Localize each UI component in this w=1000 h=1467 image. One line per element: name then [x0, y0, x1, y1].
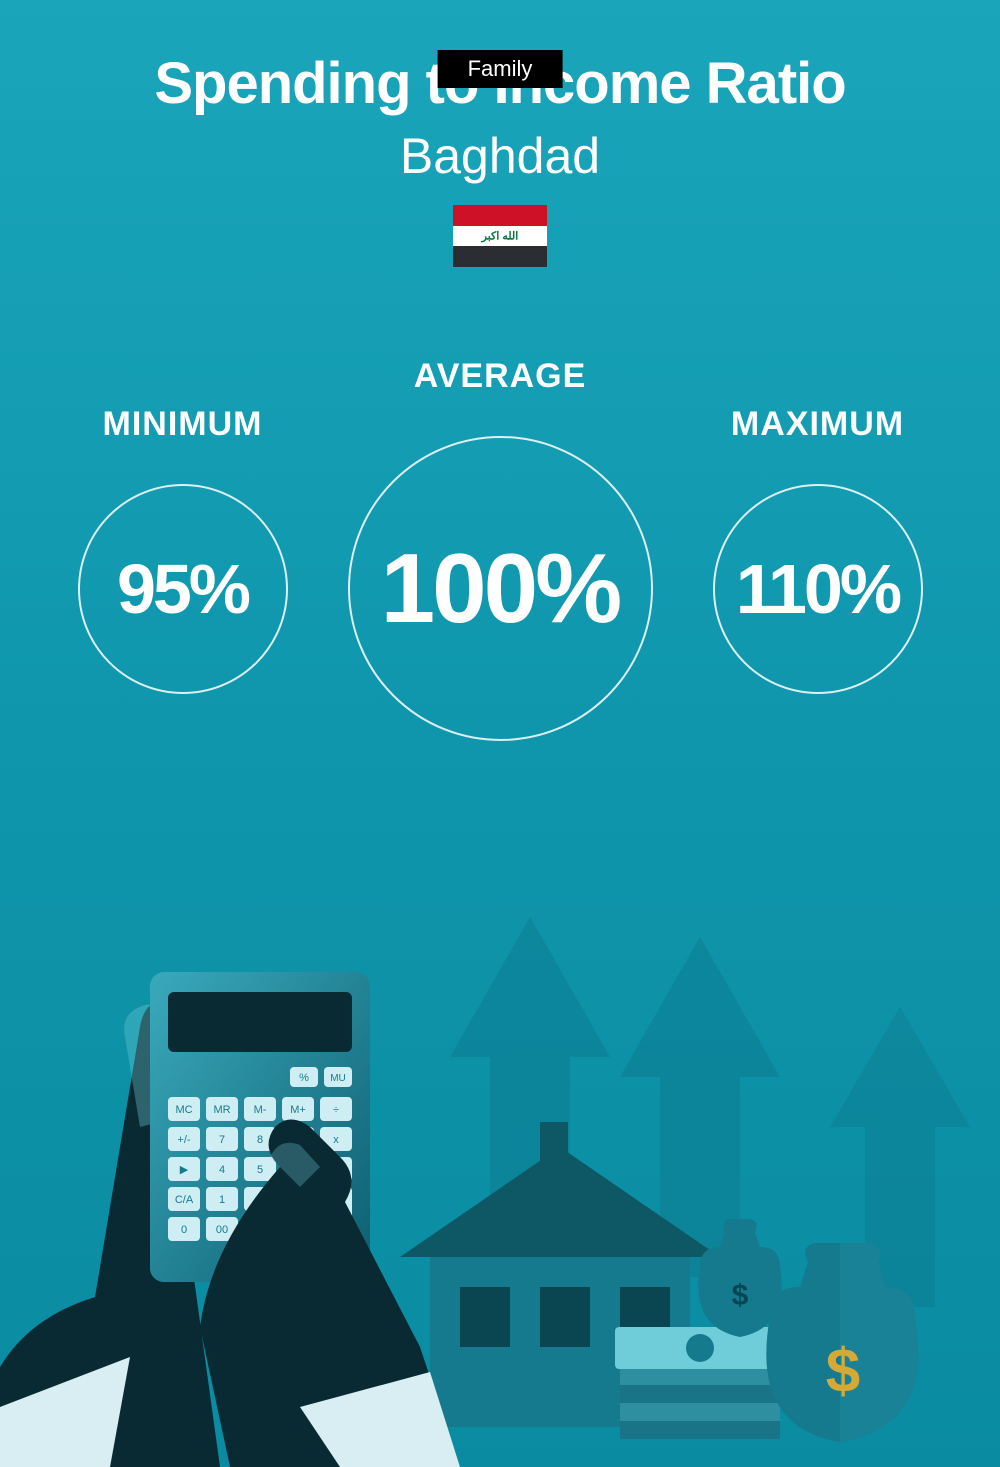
stat-maximum: MAXIMUM 110%	[713, 405, 923, 694]
svg-text:%: %	[299, 1072, 309, 1084]
svg-text:0: 0	[181, 1224, 187, 1236]
stat-minimum-circle: 95%	[78, 484, 288, 694]
flag-stripe-red	[453, 205, 547, 226]
svg-text:C/A: C/A	[175, 1194, 194, 1206]
page-subtitle: Baghdad	[0, 127, 1000, 185]
stat-minimum: MINIMUM 95%	[78, 405, 288, 694]
stat-minimum-label: MINIMUM	[103, 405, 263, 444]
svg-text:1: 1	[219, 1194, 225, 1206]
svg-text:M+: M+	[290, 1104, 306, 1116]
svg-text:7: 7	[219, 1134, 225, 1146]
iraq-flag-icon: الله اكبر	[453, 205, 547, 267]
category-tag: Family	[438, 50, 563, 88]
stat-minimum-value: 95%	[117, 549, 248, 629]
stat-average-label: AVERAGE	[414, 357, 587, 396]
stat-maximum-label: MAXIMUM	[731, 405, 904, 444]
svg-text:$: $	[826, 1337, 860, 1406]
svg-text:▶: ▶	[180, 1164, 189, 1176]
flag-stripe-black	[453, 246, 547, 267]
flag-arabic-text: الله اكبر	[482, 229, 519, 242]
stat-maximum-circle: 110%	[713, 484, 923, 694]
stat-average: AVERAGE 100%	[348, 357, 653, 741]
svg-text:MR: MR	[213, 1104, 230, 1116]
cash-stack-icon	[615, 1327, 785, 1439]
stats-row: MINIMUM 95% AVERAGE 100% MAXIMUM 110%	[0, 357, 1000, 741]
svg-text:MC: MC	[175, 1104, 192, 1116]
svg-text:8: 8	[257, 1134, 263, 1146]
finance-illustration: $ $ % MU MC MR M- M+	[0, 827, 1000, 1467]
svg-text:5: 5	[257, 1164, 263, 1176]
stat-average-circle: 100%	[348, 436, 653, 741]
svg-text:4: 4	[219, 1164, 225, 1176]
stat-average-value: 100%	[381, 532, 620, 645]
svg-text:x: x	[333, 1134, 339, 1146]
flag-stripe-white: الله اكبر	[453, 226, 547, 247]
svg-text:$: $	[732, 1279, 749, 1312]
svg-text:÷: ÷	[333, 1104, 339, 1116]
svg-text:MU: MU	[330, 1073, 346, 1084]
svg-text:M-: M-	[254, 1104, 267, 1116]
svg-text:+/-: +/-	[177, 1134, 190, 1146]
stat-maximum-value: 110%	[736, 549, 899, 629]
svg-text:00: 00	[216, 1224, 228, 1236]
